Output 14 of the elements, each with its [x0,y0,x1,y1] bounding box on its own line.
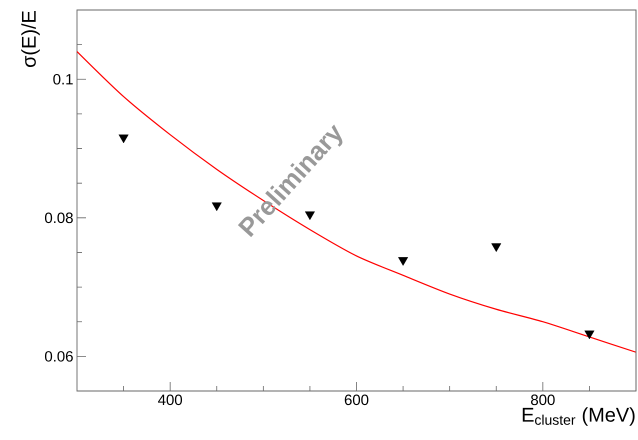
line-series [76,50,637,353]
point [212,202,222,212]
y-tick-label: 0.08 [44,212,73,224]
y-tick-label: 0.06 [44,351,73,362]
point [491,243,502,252]
point [118,134,129,144]
y-tick-label: 0.1 [53,74,73,85]
x-tick-label: 600 [344,394,368,406]
x-axis-title: E$_{cluster}$ (MeV) [522,407,635,426]
y-axis-title: σ(E)/E [21,11,40,68]
x-tick-label: 400 [158,394,182,406]
x-tick-label: 800 [531,394,555,406]
point [398,257,408,266]
point [584,330,594,340]
